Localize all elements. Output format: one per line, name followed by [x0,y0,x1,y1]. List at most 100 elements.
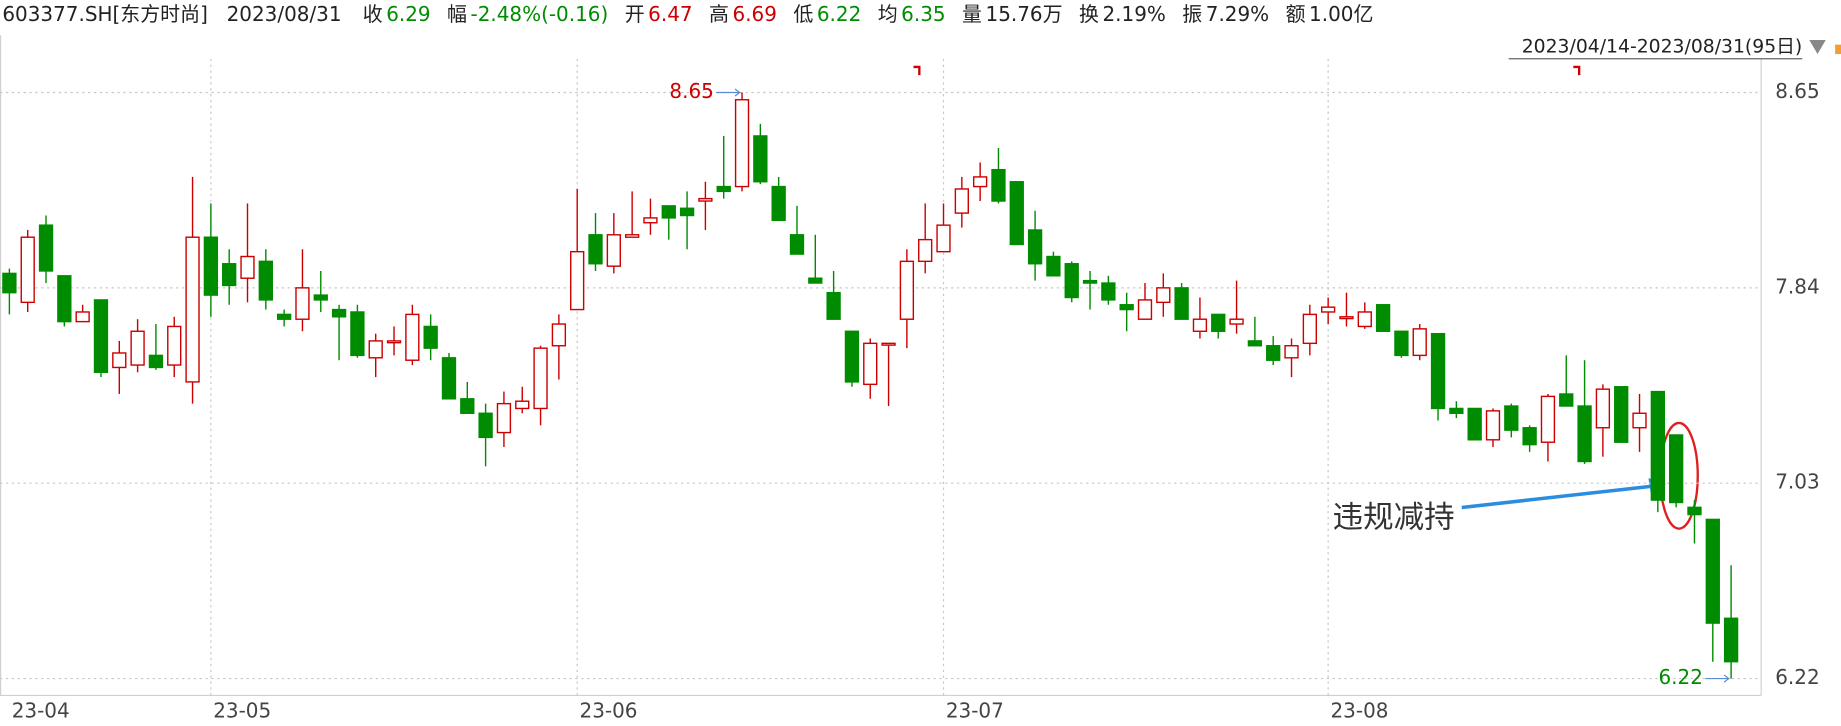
candle-body [643,217,658,224]
candle-body [1046,255,1061,277]
field-label: 开 [625,2,645,26]
field-label: 收 [363,2,383,26]
candle-body [1467,407,1482,441]
field-value: 1.00亿 [1309,2,1373,26]
candle-body [1064,263,1079,299]
candle-body [1156,287,1171,304]
y-tick-label: 6.22 [1775,665,1819,689]
candle-body [1137,299,1153,320]
candle-body [93,299,109,373]
candle-body [1687,506,1702,516]
candle-body [1449,407,1464,414]
candle-body [1632,412,1647,429]
candle-body [331,308,347,318]
candle-body [1412,328,1427,357]
candle-body [1211,313,1226,332]
candle-body [844,330,860,383]
candle-body [551,323,567,347]
candle-body [222,263,237,287]
candle-body [716,185,731,193]
field-label: 额 [1286,2,1306,26]
candle-body [1595,388,1611,429]
candle-body [57,275,72,323]
candle-body [1266,345,1281,361]
field-label: 高 [709,2,729,26]
field-value: -2.48%(-0.16) [471,2,609,26]
candle-body [771,185,786,222]
x-tick-label: 23-07 [946,698,1004,722]
date: 2023/08/31 [227,2,342,26]
candle-body [515,400,530,410]
candle-body [496,402,512,434]
candle-body [258,260,273,301]
field-value: 6.35 [901,2,945,26]
min-label: 6.22 [1658,665,1702,689]
candle-body [386,340,402,344]
candle-body [570,250,585,311]
x-tick-label: 23-04 [12,698,70,722]
candle-body [698,197,713,202]
candle-body [1504,405,1519,431]
field-value: 6.47 [648,2,692,26]
annotation: 违规减持 [1333,501,1455,536]
candle-body [185,236,200,383]
candle-body [1339,316,1354,320]
candle-body [1082,279,1098,284]
field-value: 6.22 [817,2,861,26]
candle-body [20,236,35,304]
candle-body [1650,390,1666,501]
candle-body [936,224,951,253]
candle-body [1320,306,1336,313]
candle-body [991,168,1006,202]
candle-body [1559,393,1574,407]
candle-body [954,188,969,214]
candle-body [405,313,420,361]
candle-body [1101,282,1116,301]
candle-body [240,255,255,279]
x-tick-label: 23-05 [213,698,271,722]
candle-body [1009,181,1024,246]
candle-body [441,357,457,400]
range-dropdown[interactable] [1809,39,1826,55]
event-marker [1573,65,1581,76]
max-label: 8.65 [669,79,713,103]
candle-body [1302,313,1317,345]
candle-body [423,325,438,349]
candle-body [1485,410,1501,441]
candle-body [1027,229,1043,265]
field-value: 2.19% [1102,2,1165,26]
min-leader [1705,674,1731,683]
candle-body [75,311,90,323]
field-label: 量 [962,2,982,26]
event-marker [913,65,921,76]
candle-body [1375,304,1391,332]
y-tick-label: 8.65 [1775,79,1819,103]
candle-body [276,313,292,320]
candle-body [350,311,365,357]
field-label: 换 [1079,2,1099,26]
candle-body [1577,405,1592,463]
candle-body [753,135,768,183]
candle-body [624,234,640,238]
candle-body [1430,332,1446,410]
candle-body [899,260,915,320]
candle-body [478,412,493,439]
candle-body [789,234,805,255]
annotation-arrow [1461,484,1651,510]
y-tick-label: 7.84 [1775,274,1819,298]
stock-code: 603377.SH[东方时尚] [2,2,208,26]
candle-body [588,234,603,265]
candle-body [1119,304,1134,311]
candle-body [203,236,219,296]
edge-marker [1835,44,1841,55]
candle-body [1284,345,1299,359]
field-value: 6.69 [733,2,777,26]
candle-body [368,340,383,359]
candle-body [295,287,310,320]
candle-body [1357,311,1372,328]
date-range[interactable]: 2023/04/14-2023/08/31(95日) [1522,36,1803,57]
candle-body [130,330,145,366]
candle-body [679,207,695,217]
